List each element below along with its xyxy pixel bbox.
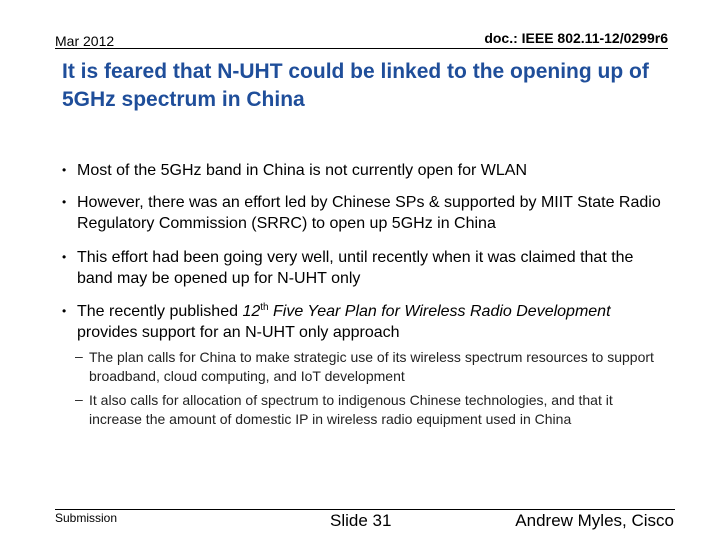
sub-bullet: The plan calls for China to make strateg… xyxy=(89,349,654,384)
text: 12 xyxy=(242,303,261,320)
slide-title: It is feared that N-UHT could be linked … xyxy=(62,60,649,111)
bullet: The recently published 12th Five Year Pl… xyxy=(77,301,662,343)
bullet: This effort had been going very well, un… xyxy=(77,249,634,287)
bullet: Most of the 5GHz band in China is not cu… xyxy=(77,162,527,179)
bullet: However, there was an effort led by Chin… xyxy=(77,194,661,232)
footer-left: Submission xyxy=(55,511,118,525)
bullet-marker: • xyxy=(62,250,67,264)
bullet-marker: • xyxy=(62,195,67,209)
superscript: th xyxy=(260,302,269,313)
footer-rule xyxy=(55,509,675,510)
sub-bullet: It also calls for allocation of spectrum… xyxy=(89,392,613,427)
header-rule xyxy=(55,48,668,49)
date: Mar 2012 xyxy=(55,33,115,49)
bullet-marker: • xyxy=(62,163,67,177)
bullet-marker: • xyxy=(62,304,67,318)
slide-number: Slide 31 xyxy=(330,511,392,530)
text: The recently published xyxy=(77,303,243,320)
sub-marker: – xyxy=(75,348,83,364)
author: Andrew Myles, Cisco xyxy=(515,511,674,530)
text: Five Year Plan for Wireless Radio Develo… xyxy=(268,303,611,320)
text: provides support for an N-UHT only appro… xyxy=(77,324,400,341)
sub-marker: – xyxy=(75,391,83,407)
doc-id: doc.: IEEE 802.11-12/0299r6 xyxy=(484,30,668,46)
